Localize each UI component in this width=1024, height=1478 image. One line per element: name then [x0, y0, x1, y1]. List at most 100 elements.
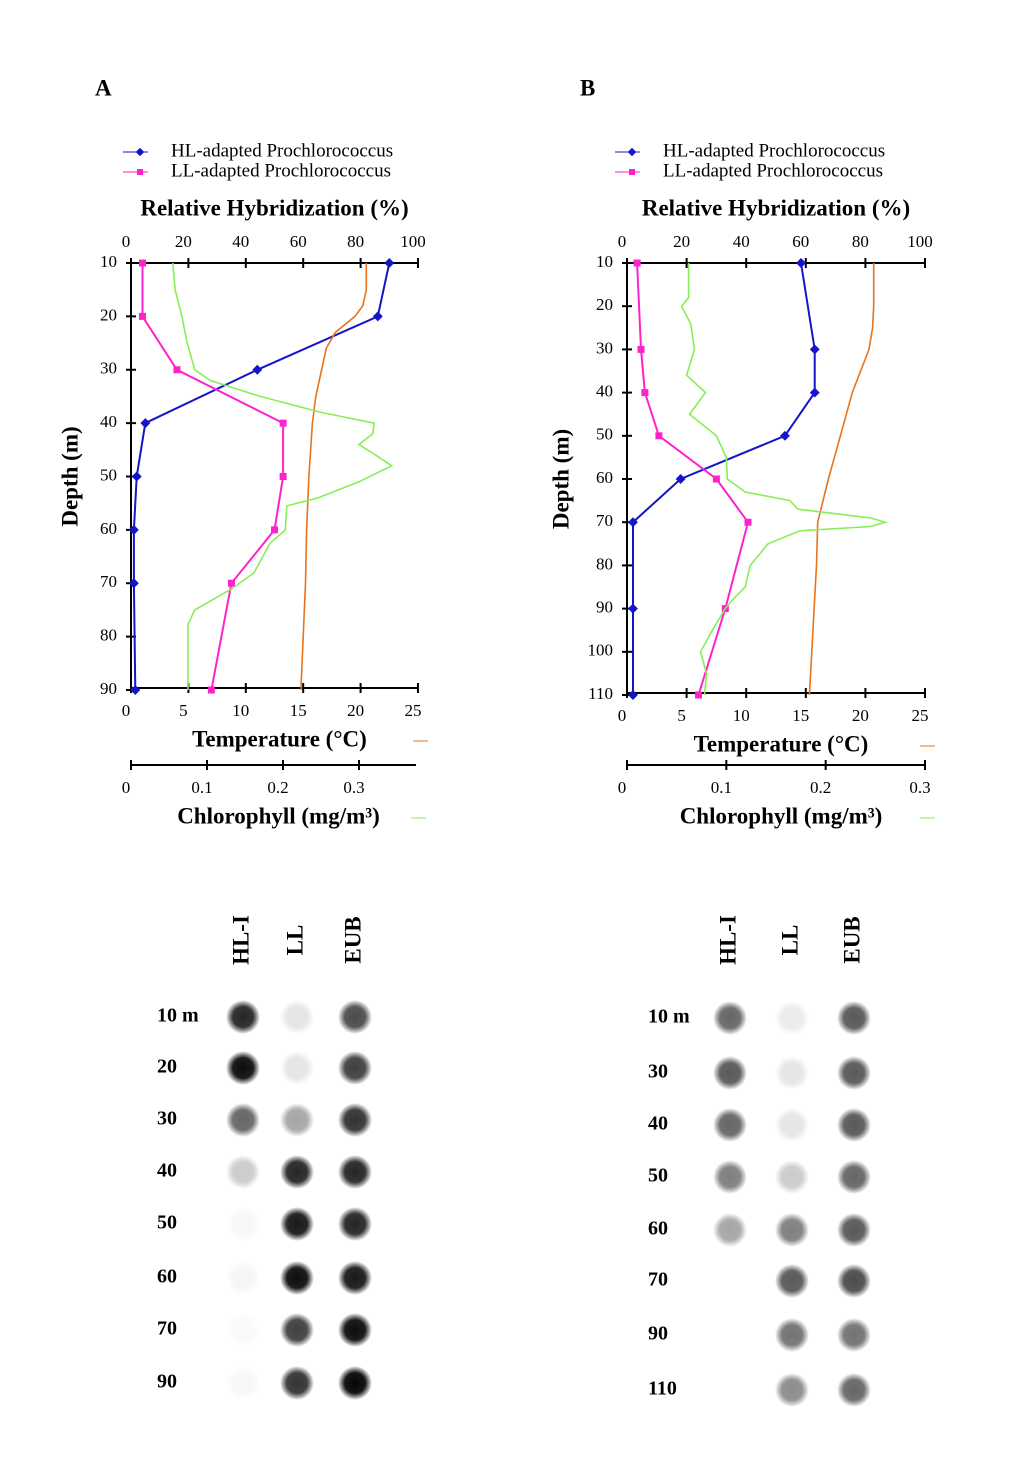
- blot-dot: [280, 1000, 314, 1034]
- blot-column-label: EUB: [340, 916, 365, 963]
- blot-column-label: HL-I: [228, 915, 253, 965]
- y-tick-label: 30: [596, 338, 613, 357]
- y-tick-label: 50: [100, 465, 117, 484]
- blot-dot: [837, 1213, 871, 1247]
- point: [695, 691, 703, 699]
- point: [128, 578, 139, 589]
- point: [207, 686, 215, 694]
- point: [138, 312, 146, 320]
- blot-row-label: 30: [157, 1108, 177, 1130]
- blot-column-label: LL: [777, 925, 802, 956]
- y-tick-label: 10: [596, 252, 613, 271]
- x3-tick-label: 0.3: [909, 778, 930, 797]
- point: [628, 690, 638, 700]
- series-line: [132, 262, 391, 691]
- x2-tick-label: 25: [912, 706, 929, 725]
- legend-label: LL-adapted Prochlorococcus: [663, 160, 883, 181]
- blot-dot: [338, 1366, 372, 1400]
- y-tick-label: 50: [596, 425, 613, 444]
- blot-dot: [338, 1313, 372, 1347]
- x-tick-label: 100: [400, 232, 426, 251]
- point: [130, 685, 141, 695]
- x2-tick-label: 25: [405, 701, 422, 720]
- blot-row-label: 50: [157, 1212, 177, 1234]
- blot-row-label: 110: [648, 1378, 677, 1400]
- legend-marker: [135, 147, 145, 157]
- point: [138, 259, 146, 267]
- blot-dot: [226, 1000, 260, 1034]
- blot-dot: [713, 1001, 747, 1035]
- x2-tick-label: 0: [618, 706, 627, 725]
- blot-dot: [280, 1103, 314, 1137]
- blot-dot: [775, 1056, 809, 1090]
- point: [633, 259, 641, 267]
- blot-dot: [226, 1207, 260, 1241]
- blot-column-label: HL-I: [715, 915, 740, 965]
- x2-tick-label: 0: [122, 701, 131, 720]
- series-line: [632, 262, 816, 695]
- x2-tick-label: 5: [179, 701, 188, 720]
- blot-column-label: LL: [282, 925, 307, 956]
- y-tick-label: 80: [596, 554, 613, 573]
- blot-row-label: 40: [648, 1113, 668, 1135]
- series-line: [172, 262, 394, 690]
- blot-dot: [837, 1318, 871, 1352]
- blot-dot: [837, 1001, 871, 1035]
- blot-dot: [775, 1160, 809, 1194]
- y-axis-label: Depth (m): [57, 426, 82, 526]
- blot-dot: [837, 1108, 871, 1142]
- legend-marker: [137, 169, 143, 175]
- x2-tick-label: 20: [852, 706, 869, 725]
- blot-row-label: 60: [157, 1266, 177, 1288]
- legend-marker: [629, 169, 635, 175]
- blot-row-label: 90: [648, 1323, 668, 1345]
- series-line: [680, 263, 889, 696]
- y-tick-label: 20: [596, 295, 613, 314]
- x3-tick-label: 0.2: [267, 778, 288, 797]
- point: [128, 524, 139, 535]
- blot-dot: [775, 1318, 809, 1352]
- blot-dot: [775, 1108, 809, 1142]
- point: [173, 366, 181, 374]
- blot-row-label: 10 m: [157, 1005, 199, 1027]
- point: [252, 364, 263, 375]
- x-tick-label: 100: [907, 232, 933, 251]
- blot-dot: [837, 1373, 871, 1407]
- y-tick-label: 40: [100, 412, 117, 431]
- blot-dot: [713, 1160, 747, 1194]
- x-tick-label: 20: [175, 232, 192, 251]
- series-line: [300, 263, 368, 691]
- x3-tick-label: 0.1: [711, 778, 732, 797]
- x2-tick-label: 15: [792, 706, 809, 725]
- blot-dot: [775, 1213, 809, 1247]
- blot-row-label: 60: [648, 1218, 668, 1240]
- blot-dot: [338, 1103, 372, 1137]
- blot-dot: [338, 1000, 372, 1034]
- blot-dot: [226, 1103, 260, 1137]
- point: [384, 258, 395, 268]
- blot-dot: [837, 1056, 871, 1090]
- y-axis-label: Depth (m): [548, 429, 573, 529]
- blot-dot: [226, 1051, 260, 1085]
- x3-tick-label: 0: [618, 778, 627, 797]
- blot-dot: [837, 1264, 871, 1298]
- point: [227, 579, 235, 587]
- panel-letter: B: [580, 75, 595, 100]
- blot-dot: [280, 1261, 314, 1295]
- x2-tick-label: 20: [347, 701, 364, 720]
- blot-dot: [280, 1155, 314, 1189]
- y-tick-label: 40: [596, 382, 613, 401]
- x-tick-label: 0: [618, 232, 627, 251]
- blot-dot: [226, 1366, 260, 1400]
- series-line: [636, 262, 750, 696]
- x3-tick-label: 0.3: [343, 778, 364, 797]
- blot-dot: [713, 1108, 747, 1142]
- y-tick-label: 60: [100, 519, 117, 538]
- blot-dot: [713, 1213, 747, 1247]
- x2-axis-label: Temperature (°C): [192, 726, 367, 751]
- point: [628, 517, 638, 528]
- point: [271, 526, 278, 534]
- y-tick-label: 70: [596, 511, 613, 530]
- blot-dot: [338, 1261, 372, 1295]
